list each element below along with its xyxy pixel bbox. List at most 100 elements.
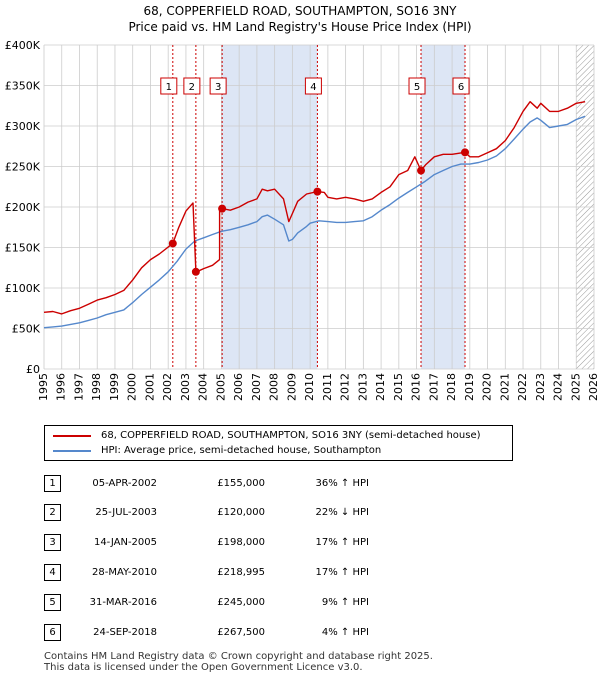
x-tick-label: 2001: [143, 373, 156, 401]
sale-number-label: 5: [414, 82, 420, 93]
footer-licence: This data is licensed under the Open Gov…: [44, 662, 363, 673]
y-tick-label: £400K: [5, 39, 41, 52]
sale-number-label: 4: [310, 82, 316, 93]
x-tick-label: 1999: [108, 373, 121, 401]
y-tick-label: £200K: [5, 201, 41, 214]
sale-number-box: [408, 77, 426, 95]
x-tick-label: 2009: [285, 373, 298, 401]
x-tick-label: 2005: [214, 373, 227, 401]
transaction-date: 28-MAY-2010: [91, 567, 157, 578]
y-tick-label: £0: [26, 363, 40, 376]
sale-point: [313, 187, 322, 196]
x-tick-label: 2019: [463, 373, 476, 401]
x-tick-label: 2021: [498, 373, 511, 401]
x-tick-label: 2017: [427, 373, 440, 401]
x-tick-label: 2008: [268, 373, 281, 401]
footer-copyright: Contains HM Land Registry data © Crown c…: [44, 651, 433, 662]
x-tick-label: 2014: [374, 373, 387, 401]
x-tick-label: 2015: [392, 373, 405, 401]
x-tick-label: 2007: [250, 373, 263, 401]
transaction-number: 4: [44, 564, 61, 581]
sale-point: [218, 204, 227, 213]
sale-point: [417, 166, 426, 175]
x-tick-label: 2000: [126, 373, 139, 401]
x-tick-label: 2002: [161, 373, 174, 401]
table-row: 4 28-MAY-2010 £218,995 17% ↑ HPI: [0, 563, 600, 585]
transaction-hpi: 9% ↑ HPI: [321, 597, 369, 608]
x-tick-label: 2026: [587, 373, 600, 401]
y-tick-label: £100K: [5, 282, 41, 295]
y-tick-label: £50K: [12, 323, 41, 336]
sale-number-box: [160, 77, 178, 95]
transaction-price: £245,000: [217, 597, 265, 608]
table-row: 2 25-JUL-2003 £120,000 22% ↓ HPI: [0, 503, 600, 525]
footer-attribution: Contains HM Land Registry data © Crown c…: [44, 651, 433, 673]
transaction-price: £155,000: [217, 478, 265, 489]
transaction-date: 31-MAR-2016: [89, 597, 157, 608]
x-tick-label: 2016: [410, 373, 423, 401]
transaction-price: £198,000: [217, 537, 265, 548]
sale-point: [191, 267, 200, 276]
sale-number-label: 2: [189, 82, 195, 93]
sale-number-box: [209, 77, 227, 95]
x-tick-label: 2004: [197, 373, 210, 401]
transaction-number: 3: [44, 534, 61, 551]
transaction-price: £120,000: [217, 507, 265, 518]
transaction-hpi: 17% ↑ HPI: [315, 567, 369, 578]
transaction-price: £218,995: [217, 567, 265, 578]
sale-point: [168, 239, 177, 248]
x-tick-label: 2024: [552, 373, 565, 401]
table-row: 6 24-SEP-2018 £267,500 4% ↑ HPI: [0, 623, 600, 645]
y-tick-label: £300K: [5, 120, 41, 133]
x-tick-label: 2013: [356, 373, 369, 401]
sale-number-label: 1: [166, 82, 172, 93]
x-tick-label: 2012: [339, 373, 352, 401]
chart-title-address: 68, COPPERFIELD ROAD, SOUTHAMPTON, SO16 …: [143, 4, 457, 18]
sale-number-box: [304, 77, 322, 95]
table-row: 1 05-APR-2002 £155,000 36% ↑ HPI: [0, 474, 600, 496]
transaction-hpi: 22% ↓ HPI: [315, 507, 369, 518]
sale-point: [461, 148, 470, 157]
x-tick-label: 1998: [90, 373, 103, 401]
y-tick-label: £250K: [5, 161, 41, 174]
y-tick-label: £350K: [5, 80, 41, 93]
legend-hpi-swatch: [53, 450, 91, 452]
x-tick-label: 2020: [481, 373, 494, 401]
legend-property-label: 68, COPPERFIELD ROAD, SOUTHAMPTON, SO16 …: [101, 430, 481, 441]
x-tick-label: 2011: [321, 373, 334, 401]
x-tick-label: 2022: [516, 373, 529, 401]
x-tick-label: 2006: [232, 373, 245, 401]
transaction-date: 24-SEP-2018: [93, 627, 157, 638]
transaction-date: 14-JAN-2005: [93, 537, 157, 548]
transaction-price: £267,500: [217, 627, 265, 638]
table-row: 3 14-JAN-2005 £198,000 17% ↑ HPI: [0, 533, 600, 555]
x-tick-label: 1996: [55, 373, 68, 401]
x-tick-label: 2018: [445, 373, 458, 401]
property-price-line: [43, 100, 586, 315]
transaction-hpi: 4% ↑ HPI: [321, 627, 369, 638]
x-tick-label: 1995: [37, 373, 50, 401]
transaction-number: 2: [44, 504, 61, 521]
x-tick-label: 2010: [303, 373, 316, 401]
table-row: 5 31-MAR-2016 £245,000 9% ↑ HPI: [0, 593, 600, 615]
legend-hpi-label: HPI: Average price, semi-detached house,…: [101, 445, 382, 456]
transaction-date: 05-APR-2002: [92, 478, 157, 489]
chart-title-subtitle: Price paid vs. HM Land Registry's House …: [128, 20, 472, 34]
sale-number-label: 6: [458, 82, 464, 93]
hpi-line: [43, 115, 586, 329]
transaction-date: 25-JUL-2003: [95, 507, 157, 518]
transaction-number: 6: [44, 624, 61, 641]
chart-legend: 68, COPPERFIELD ROAD, SOUTHAMPTON, SO16 …: [44, 425, 513, 461]
transaction-hpi: 36% ↑ HPI: [315, 478, 369, 489]
sale-number-box: [183, 77, 201, 95]
legend-property-swatch: [53, 435, 91, 437]
transaction-number: 1: [44, 475, 61, 492]
x-tick-label: 2003: [179, 373, 192, 401]
x-tick-label: 1997: [72, 373, 85, 401]
transaction-number: 5: [44, 594, 61, 611]
x-tick-label: 2025: [569, 373, 582, 401]
sale-number-label: 3: [215, 82, 221, 93]
sale-number-box: [452, 77, 470, 95]
x-tick-label: 2023: [534, 373, 547, 401]
price-chart: 1 2 3 4 5 6 £0 £50K £100K £150K £200K £250K £300K £3…: [5, 39, 600, 401]
